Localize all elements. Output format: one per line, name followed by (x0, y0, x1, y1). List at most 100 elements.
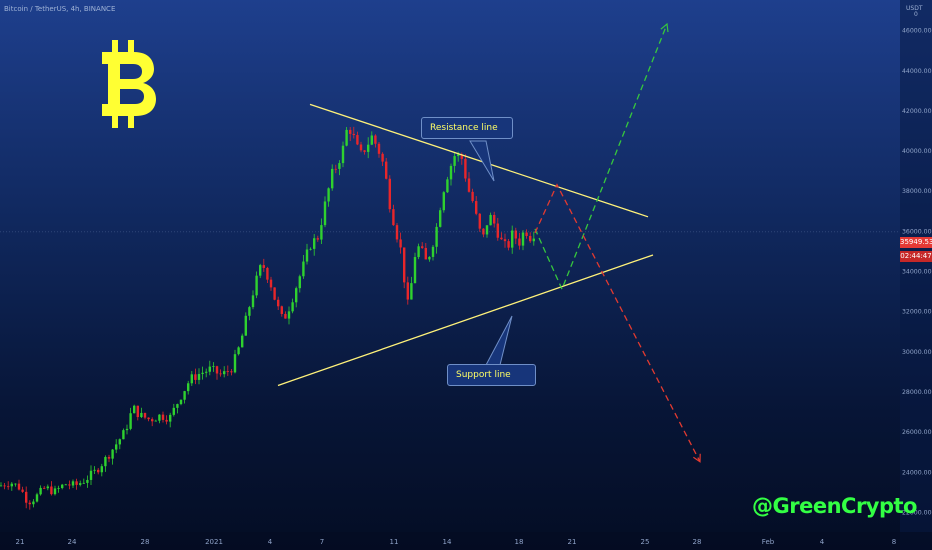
candle-body (161, 414, 165, 420)
candle-body (68, 484, 71, 486)
candle-body (10, 483, 13, 487)
support-line-callout[interactable]: Support line (447, 364, 536, 386)
y-tick-label: 26000.00 (902, 429, 932, 436)
candle-body (133, 405, 136, 414)
candle-body (377, 143, 381, 154)
candle-body (500, 237, 503, 240)
candle-body (413, 257, 417, 284)
candle-body (287, 311, 291, 319)
y-tick-label: 46000.00 (902, 28, 932, 35)
candle-body (503, 239, 507, 242)
candle-body (525, 232, 528, 236)
candle-body (482, 228, 485, 235)
candle-body (97, 469, 100, 473)
candle-body (363, 150, 366, 152)
candle-body (158, 414, 161, 421)
candle-body (453, 156, 456, 166)
candle-body (32, 501, 35, 505)
x-tick-label: 24 (68, 538, 77, 546)
candle-body (7, 486, 10, 488)
candle-body (61, 484, 64, 489)
candle-body (338, 163, 341, 169)
candle-body (298, 276, 301, 289)
candle-body (273, 287, 276, 300)
candle-body (43, 487, 46, 489)
projection-arrowhead (693, 453, 701, 463)
candle-body (305, 249, 309, 262)
candle-body (295, 288, 298, 303)
candle-body (248, 307, 251, 316)
candle-body (86, 479, 89, 483)
candle-body (367, 144, 370, 152)
candle-body (111, 449, 114, 459)
candle-body (266, 267, 269, 280)
candle-body (140, 412, 143, 418)
candle-body (226, 371, 229, 372)
candle-body (507, 241, 510, 248)
candle-body (395, 225, 399, 240)
candle-body (313, 238, 316, 249)
x-tick-label: Feb (762, 538, 775, 546)
candle-body (17, 483, 21, 490)
y-tick-label: 36000.00 (902, 228, 932, 235)
candle-body (345, 129, 348, 146)
candle-body (165, 419, 168, 422)
candle-body (532, 238, 535, 242)
x-tick-label: 2021 (205, 538, 223, 546)
candle-body (316, 238, 319, 240)
y-tick-label: 28000.00 (902, 389, 932, 396)
candle-body (349, 129, 352, 134)
candle-body (176, 404, 179, 408)
candle-body (93, 469, 96, 471)
candle-body (327, 188, 330, 202)
candle-body (147, 417, 150, 420)
candle-body (107, 456, 111, 459)
candle-body (82, 482, 85, 484)
candle-body (219, 373, 222, 375)
scale-settings-icon[interactable]: 0 (914, 11, 918, 18)
candle-body (21, 489, 24, 492)
candle-body (118, 439, 121, 445)
candle-body (496, 223, 499, 238)
candle-body (215, 366, 219, 374)
x-tick-label: 4 (820, 538, 825, 546)
candle-body (136, 405, 139, 418)
y-tick-label: 22000.00 (902, 509, 932, 516)
candle-body (28, 502, 31, 505)
candle-body (14, 483, 17, 485)
candle-body (446, 179, 449, 193)
candle-body (262, 265, 265, 268)
candle-body (320, 225, 323, 240)
bar-countdown-tag: 02:44:47 (900, 251, 932, 262)
candle-body (25, 491, 28, 503)
time-axis-strip (0, 532, 932, 550)
y-tick-label: 32000.00 (902, 309, 932, 316)
resistance-line-callout[interactable]: Resistance line (421, 117, 513, 139)
candle-body (50, 486, 53, 495)
x-tick-label: 7 (320, 538, 324, 546)
y-tick-label: 24000.00 (902, 469, 932, 476)
candle-body (46, 486, 49, 489)
candle-body (302, 261, 305, 277)
candle-body (424, 247, 427, 260)
projection-path-bullish (534, 23, 668, 291)
brand-watermark: @GreenCrypto (752, 494, 917, 518)
x-tick-label: 8 (892, 538, 896, 546)
candle-body (417, 246, 420, 258)
x-tick-label: 28 (141, 538, 150, 546)
candle-body (485, 225, 489, 235)
candle-body (269, 279, 273, 288)
x-tick-label: 21 (568, 538, 577, 546)
candle-body (57, 488, 60, 489)
candle-body (381, 153, 384, 162)
candle-body (104, 456, 107, 467)
candle-body (237, 347, 240, 355)
support-callout-pointer (485, 315, 513, 366)
candle-body (154, 420, 157, 422)
candle-body (370, 135, 373, 145)
candle-body (172, 407, 175, 415)
candle-body (334, 168, 337, 170)
candle-body (122, 430, 125, 440)
candle-body (212, 366, 215, 368)
